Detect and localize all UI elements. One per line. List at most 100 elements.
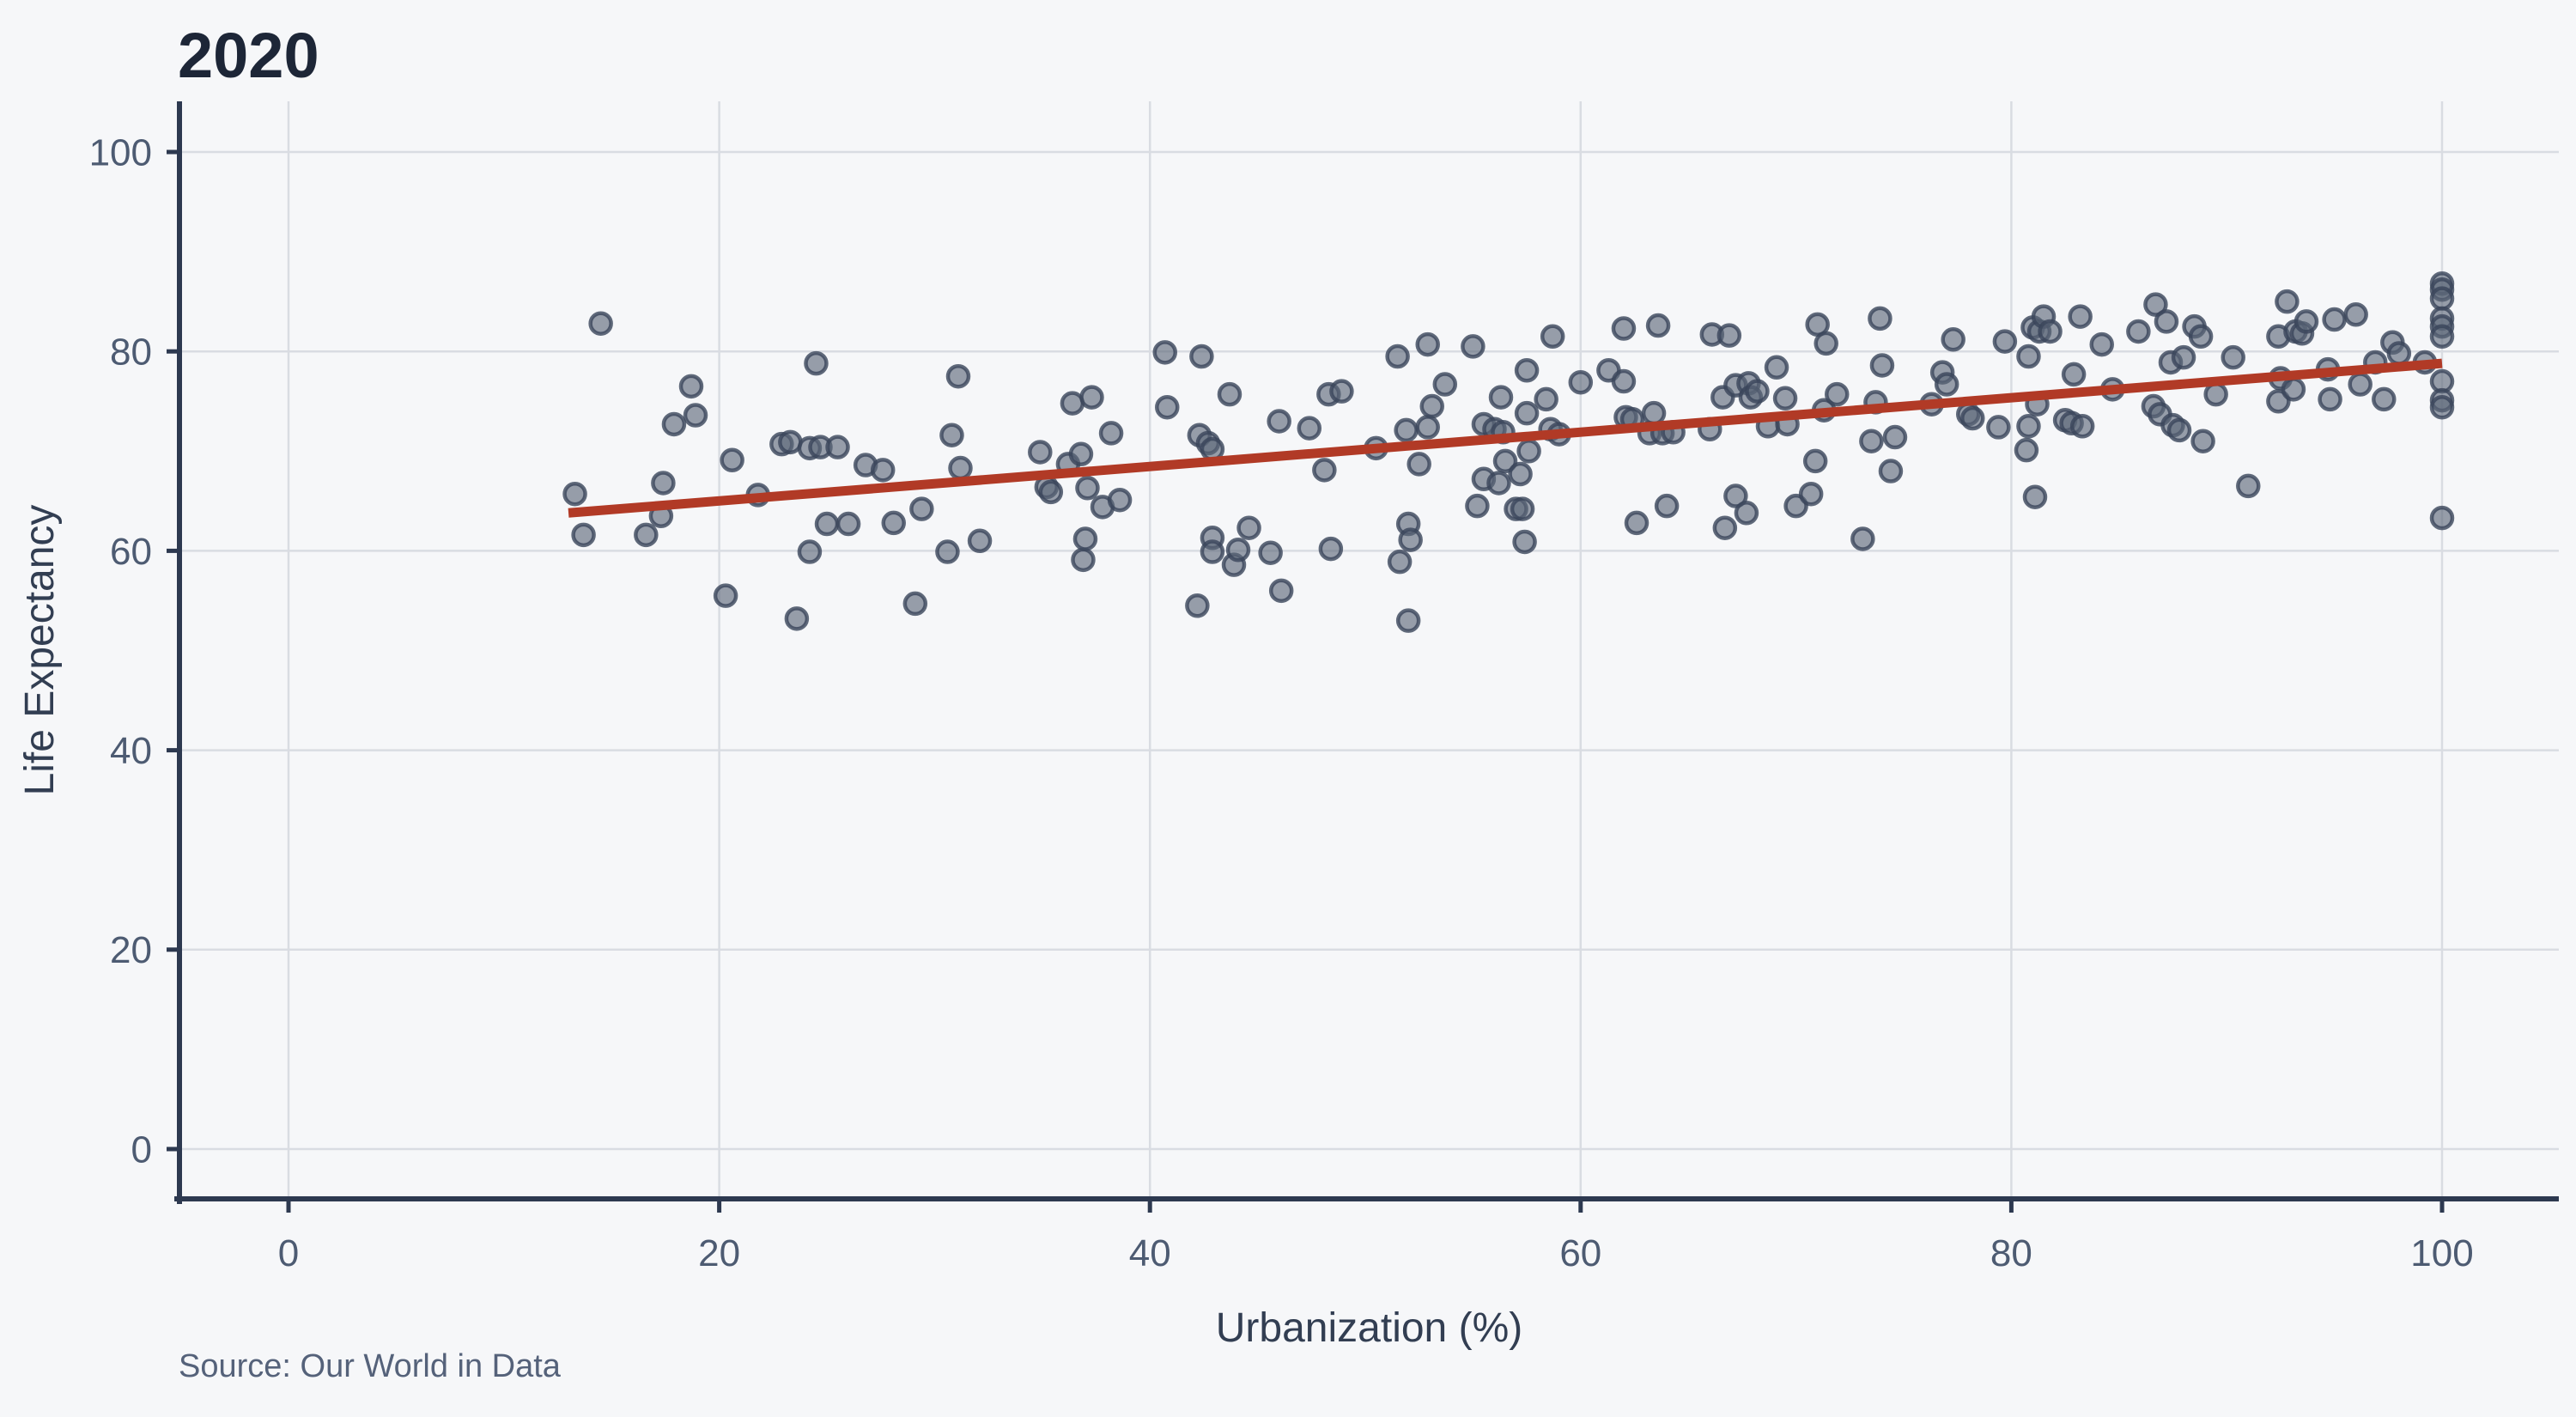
data-point [2154,309,2179,334]
data-point [2386,341,2412,366]
x-axis-label: Urbanization (%) [1216,1305,1522,1351]
data-point [1185,593,1210,618]
data-point [1107,487,1133,513]
data-point [1878,459,1904,483]
data-point [588,311,613,336]
data-point [1611,368,1637,394]
data-point [2322,307,2347,332]
data-point [2343,301,2368,327]
data-point [2348,372,2372,397]
x-tick-label: 0 [278,1232,299,1274]
data-point [2318,386,2342,412]
data-point [1850,526,1875,551]
data-point [2166,417,2192,443]
y-tick-label: 40 [110,730,152,772]
data-point [804,350,829,376]
data-point [562,481,587,507]
data-point [1960,405,1985,431]
data-point [1716,323,1742,348]
data-point [1465,493,1490,519]
y-axis-label: Life Expectancy [17,505,63,796]
data-point [797,539,823,564]
data-point [1406,452,1431,477]
data-point [1267,409,1291,434]
data-point [1764,355,1789,380]
x-tick-label: 60 [1559,1232,1601,1274]
data-point [2293,309,2319,334]
data-point [1200,539,1225,564]
data-point [2281,377,2306,402]
data-point [1882,424,1908,450]
data-point [1038,479,1064,505]
data-point [1654,493,1680,519]
data-point [1387,549,1413,575]
data-point [1802,448,1828,474]
data-point [1514,400,1540,426]
data-point [1645,313,1671,338]
source-note: Source: Our World in Data [179,1348,561,1384]
data-point [2089,331,2114,357]
data-point [2236,473,2261,499]
data-point [1329,379,1354,404]
data-point [1825,381,1850,407]
data-point [2429,324,2455,350]
data-point [909,496,934,521]
data-point [1486,471,1511,496]
data-point [1225,537,1251,563]
data-point [1712,515,1738,540]
y-tick-label: 100 [89,131,152,173]
data-point [2429,394,2455,420]
data-point [2068,304,2093,329]
data-point [1079,385,1104,410]
data-point [2203,381,2228,407]
data-point [2022,484,2048,509]
data-point [939,423,964,447]
data-point [1534,386,1558,412]
data-point [1394,417,1419,443]
data-point [2275,289,2300,314]
data-point [1934,372,1959,397]
data-point [1395,608,1421,633]
data-point [1461,334,1485,359]
data-point [1992,329,2018,354]
data-point [1258,540,1283,565]
data-point [1986,415,2011,440]
data-point [1415,331,1440,357]
data-point [1217,381,1242,407]
data-point [2014,437,2039,463]
data-point [2143,292,2168,317]
data-point [1772,386,1798,411]
data-point [2190,429,2215,453]
x-tick-label: 20 [698,1232,740,1274]
data-point [1189,344,1214,369]
data-point [661,411,687,437]
data-point [1798,481,1824,507]
data-point [1941,327,1965,352]
data-point [881,510,906,536]
data-point [713,583,738,608]
x-tick-label: 80 [1990,1232,2032,1274]
data-point [1510,496,1535,521]
data-point [784,606,810,631]
data-point [2188,324,2214,350]
y-tick-label: 60 [110,531,152,573]
data-point [2061,362,2087,387]
data-point [1814,331,1838,356]
data-point [2372,386,2397,412]
data-point [835,511,861,537]
data-point [1236,515,1261,540]
data-point [1072,526,1098,551]
x-tick-label: 100 [2410,1232,2473,1274]
data-point [1492,448,1518,474]
data-point [1432,372,1458,397]
data-point [1419,393,1444,419]
data-point [1508,461,1533,487]
data-point [1512,529,1537,555]
data-point [1624,510,1649,536]
data-point [651,471,676,496]
data-point [2171,344,2196,370]
data-point [1268,578,1294,604]
data-point [1723,483,1748,508]
data-point [2429,505,2455,531]
